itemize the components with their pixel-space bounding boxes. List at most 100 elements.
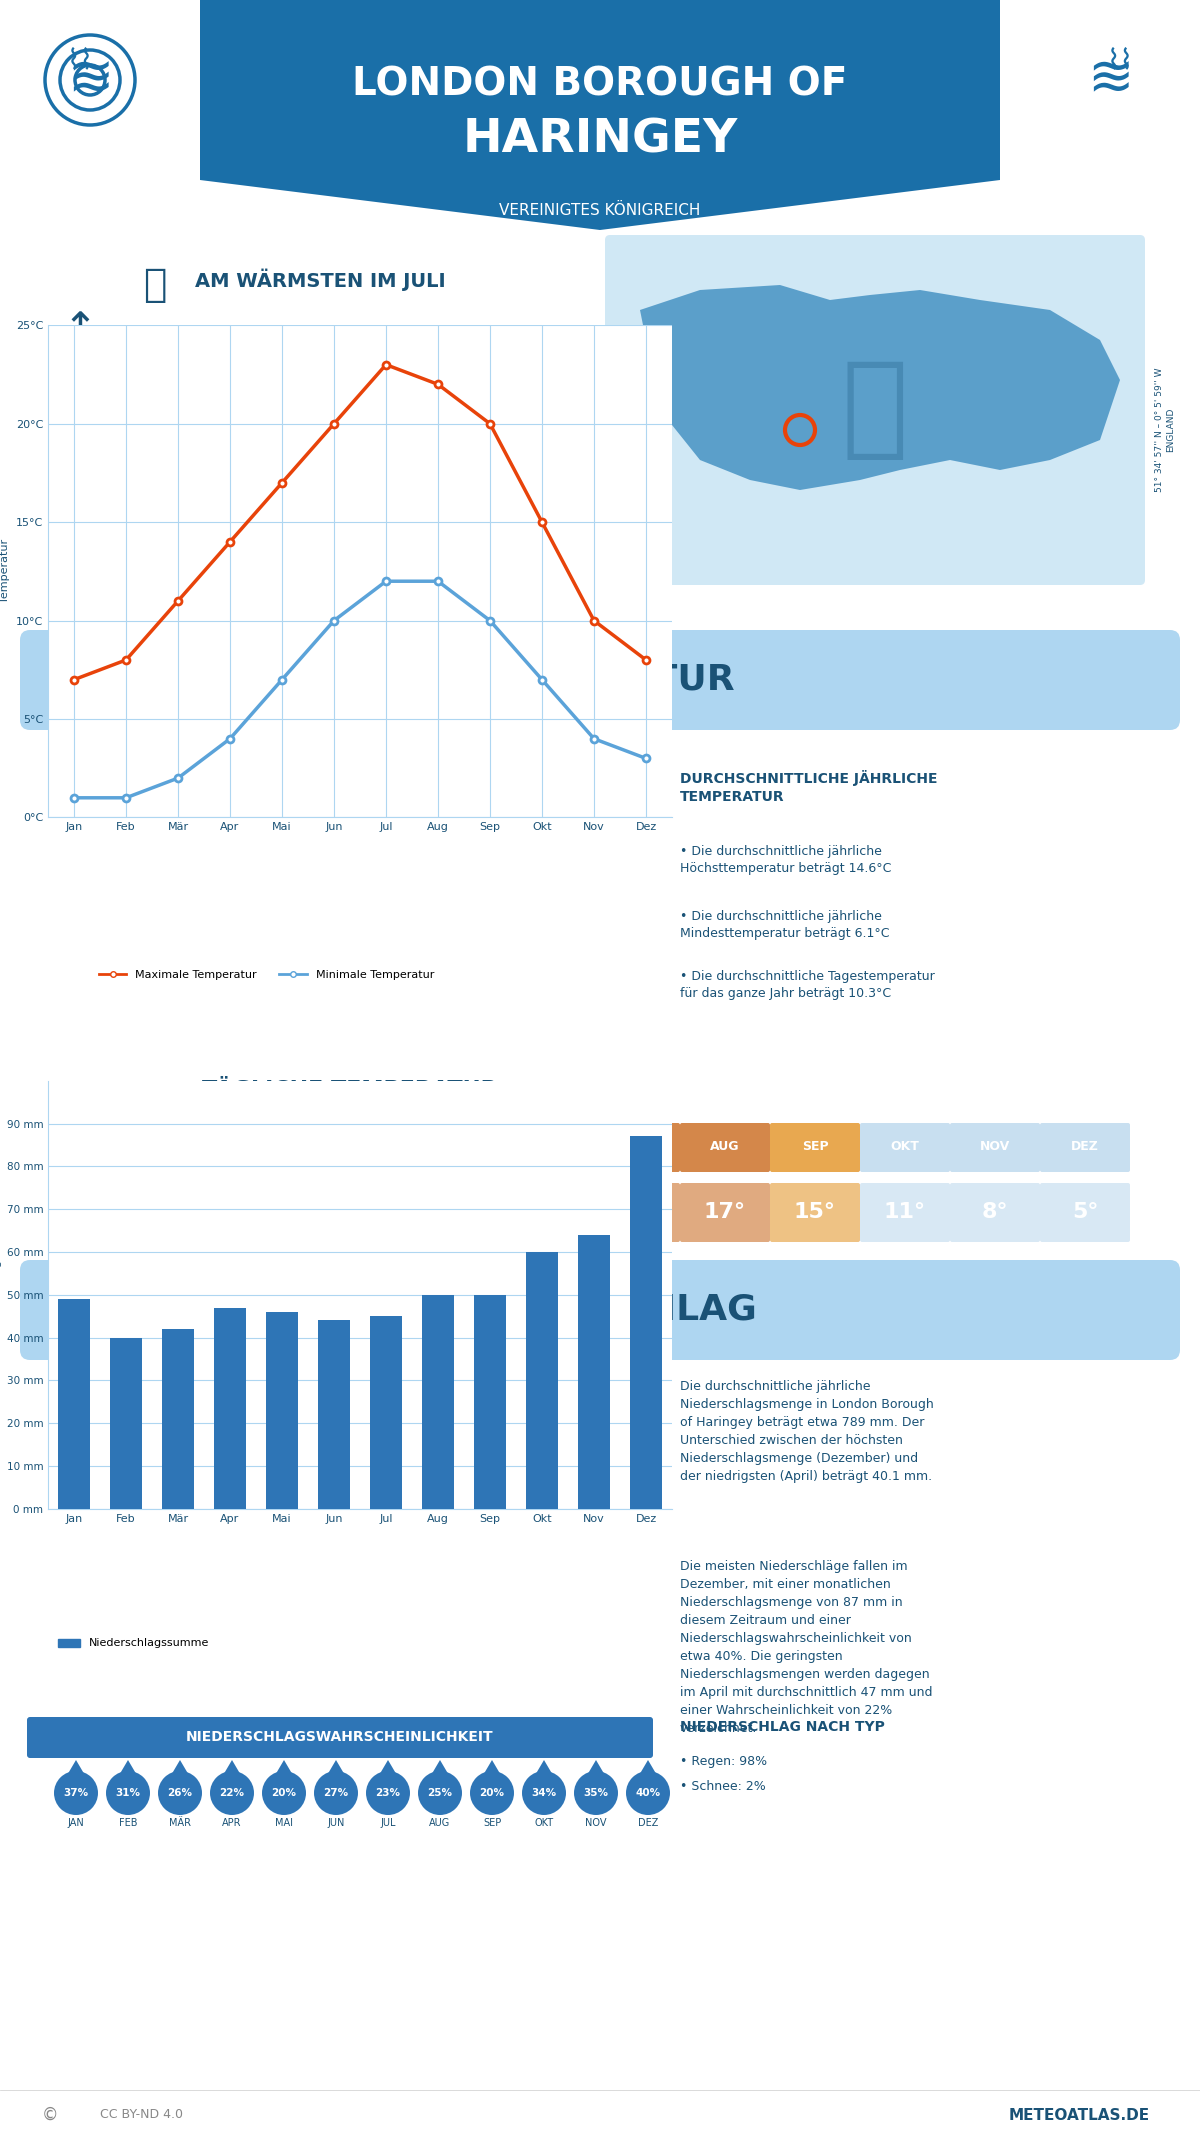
FancyBboxPatch shape	[680, 1183, 770, 1241]
Text: NIEDERSCHLAGSWAHRSCHEINLICHKEIT: NIEDERSCHLAGSWAHRSCHEINLICHKEIT	[186, 1729, 494, 1744]
Text: JAN: JAN	[67, 1819, 84, 1828]
Legend: Niederschlagssumme: Niederschlagssumme	[54, 1635, 214, 1652]
Text: 31%: 31%	[115, 1789, 140, 1798]
Circle shape	[262, 1772, 306, 1815]
Text: 15°: 15°	[794, 1203, 836, 1222]
Polygon shape	[640, 285, 1120, 490]
Text: • Die durchschnittliche jährliche
Mindesttemperatur beträgt 6.1°C: • Die durchschnittliche jährliche Mindes…	[680, 910, 889, 939]
Text: NIEDERSCHLAG NACH TYP: NIEDERSCHLAG NACH TYP	[680, 1721, 884, 1733]
FancyBboxPatch shape	[140, 1183, 230, 1241]
Text: 26%: 26%	[168, 1789, 192, 1798]
Text: AM WÄRMSTEN IM JULI: AM WÄRMSTEN IM JULI	[194, 270, 445, 291]
Text: 🌡: 🌡	[143, 265, 167, 304]
Text: 18°: 18°	[614, 1203, 656, 1222]
Text: 5°: 5°	[1072, 1203, 1098, 1222]
Text: NOV: NOV	[980, 1141, 1010, 1153]
Text: TEMPERATUR: TEMPERATUR	[464, 663, 736, 698]
Text: 20%: 20%	[271, 1789, 296, 1798]
Polygon shape	[638, 1759, 658, 1776]
Text: Die meisten Niederschläge fallen im
Dezember, mit einer monatlichen
Niederschlag: Die meisten Niederschläge fallen im Deze…	[680, 1560, 932, 1736]
Polygon shape	[118, 1759, 138, 1776]
Text: Der kälteste Monat des Jahres ist dagegen
der Januar mit Höchsttemperaturen von : Der kälteste Monat des Jahres ist dagege…	[194, 460, 491, 509]
Bar	[215, 1308, 246, 1509]
Text: 35%: 35%	[583, 1789, 608, 1798]
FancyBboxPatch shape	[410, 1183, 500, 1241]
FancyBboxPatch shape	[1040, 1124, 1130, 1173]
Bar	[578, 1235, 610, 1509]
Bar	[371, 1316, 402, 1509]
Bar	[318, 1320, 349, 1509]
Text: ⌇⌇: ⌇⌇	[66, 45, 94, 75]
Text: 23%: 23%	[376, 1789, 401, 1798]
Text: JAN: JAN	[83, 1141, 107, 1153]
Text: 37%: 37%	[64, 1789, 89, 1798]
Bar	[162, 1329, 193, 1509]
Text: ≋: ≋	[1087, 54, 1133, 107]
Text: 51° 34' 57'' N – 0° 5' 59'' W
ENGLAND: 51° 34' 57'' N – 0° 5' 59'' W ENGLAND	[1156, 368, 1175, 492]
FancyBboxPatch shape	[500, 1124, 590, 1173]
Polygon shape	[274, 1759, 294, 1776]
Text: AUG: AUG	[710, 1141, 739, 1153]
Text: 4°: 4°	[82, 1203, 108, 1222]
FancyBboxPatch shape	[20, 629, 1180, 730]
Polygon shape	[430, 1759, 450, 1776]
Text: APR: APR	[350, 1141, 379, 1153]
Circle shape	[470, 1772, 514, 1815]
Text: MÄR: MÄR	[259, 1141, 290, 1153]
Polygon shape	[534, 1759, 554, 1776]
Bar	[59, 1299, 90, 1509]
FancyBboxPatch shape	[230, 1183, 320, 1241]
Bar	[527, 1252, 558, 1509]
Circle shape	[210, 1772, 254, 1815]
Text: 17°: 17°	[704, 1203, 746, 1222]
Text: MAI: MAI	[442, 1141, 468, 1153]
Polygon shape	[200, 0, 1000, 229]
Text: JUN: JUN	[533, 1141, 558, 1153]
Bar	[630, 1136, 661, 1509]
Text: 22%: 22%	[220, 1789, 245, 1798]
FancyBboxPatch shape	[20, 1260, 1180, 1361]
FancyBboxPatch shape	[680, 1124, 770, 1173]
Text: 🌂: 🌂	[73, 1284, 107, 1338]
Circle shape	[314, 1772, 358, 1815]
FancyBboxPatch shape	[320, 1124, 410, 1173]
FancyBboxPatch shape	[860, 1183, 950, 1241]
FancyBboxPatch shape	[500, 1183, 590, 1241]
Circle shape	[54, 1772, 98, 1815]
Legend: Maximale Temperatur, Minimale Temperatur: Maximale Temperatur, Minimale Temperatur	[94, 965, 439, 984]
Text: CC BY-ND 4.0: CC BY-ND 4.0	[100, 2108, 182, 2121]
FancyBboxPatch shape	[410, 1124, 500, 1173]
FancyBboxPatch shape	[140, 1124, 230, 1173]
Polygon shape	[170, 1759, 190, 1776]
Text: Die durchschnittliche jährliche
Niederschlagsmenge in London Borough
of Haringey: Die durchschnittliche jährliche Niedersc…	[680, 1380, 934, 1483]
FancyBboxPatch shape	[590, 1183, 680, 1241]
Text: MAI: MAI	[275, 1819, 293, 1828]
Text: DEZ: DEZ	[1072, 1141, 1099, 1153]
Circle shape	[418, 1772, 462, 1815]
Text: ☀: ☀	[62, 651, 118, 710]
Text: • Regen: 98%: • Regen: 98%	[680, 1755, 767, 1768]
Polygon shape	[482, 1759, 502, 1776]
Polygon shape	[378, 1759, 398, 1776]
Text: LONDON BOROUGH OF: LONDON BOROUGH OF	[353, 66, 847, 105]
FancyBboxPatch shape	[1040, 1183, 1130, 1241]
Text: 9°: 9°	[352, 1203, 378, 1222]
Text: ≋: ≋	[67, 54, 113, 107]
Y-axis label: Temperatur: Temperatur	[0, 539, 11, 603]
Text: ©: ©	[42, 2106, 59, 2125]
Text: 12°: 12°	[434, 1203, 476, 1222]
Text: SEP: SEP	[482, 1819, 502, 1828]
Bar	[266, 1312, 298, 1509]
Bar	[474, 1295, 505, 1509]
FancyBboxPatch shape	[770, 1183, 860, 1241]
Text: MÄR: MÄR	[169, 1819, 191, 1828]
Text: OKT: OKT	[534, 1819, 553, 1828]
Text: 4°: 4°	[172, 1203, 198, 1222]
Text: 8°: 8°	[982, 1203, 1008, 1222]
Circle shape	[158, 1772, 202, 1815]
Text: DEZ: DEZ	[638, 1819, 658, 1828]
Text: • Schnee: 2%: • Schnee: 2%	[680, 1780, 766, 1793]
Text: VEREINIGTES KÖNIGREICH: VEREINIGTES KÖNIGREICH	[499, 203, 701, 218]
Circle shape	[522, 1772, 566, 1815]
FancyBboxPatch shape	[230, 1124, 320, 1173]
